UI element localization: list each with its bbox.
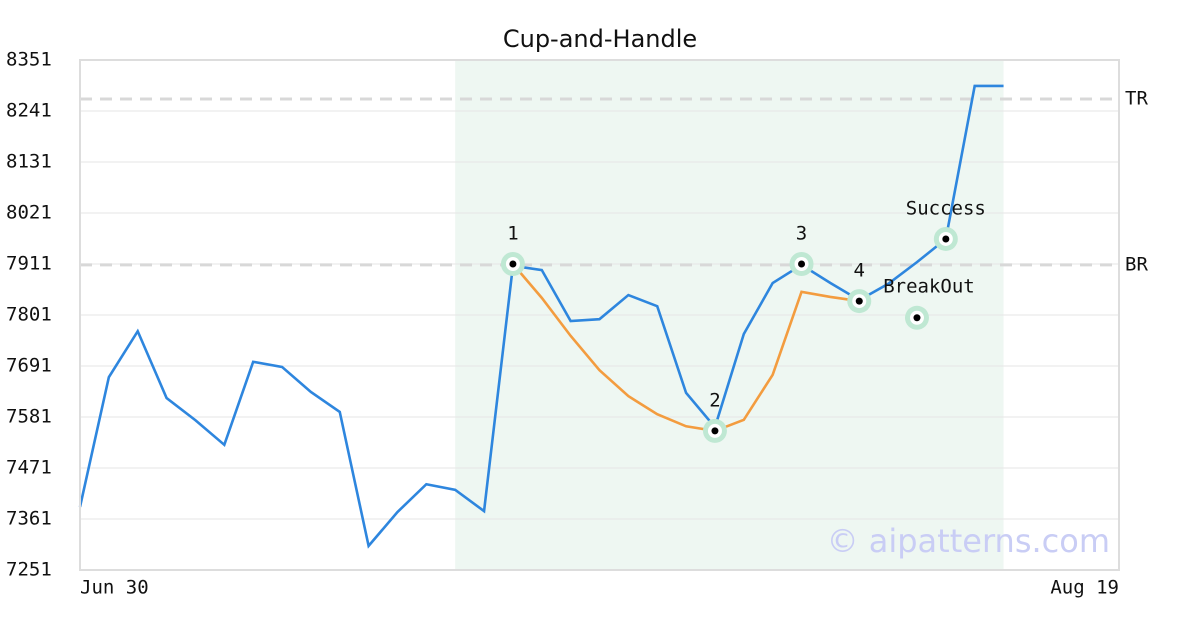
plot-frame xyxy=(79,59,1120,571)
marker-dot xyxy=(509,260,517,268)
chart-title: Cup-and-Handle xyxy=(503,25,697,53)
marker-dot xyxy=(913,314,921,322)
marker-dot xyxy=(855,297,863,305)
y-tick-label: 7691 xyxy=(6,355,52,377)
marker-label: 3 xyxy=(796,223,807,245)
y-tick-label: 8351 xyxy=(6,49,52,71)
marker-label: 4 xyxy=(854,260,865,282)
y-tick-label: 7361 xyxy=(6,508,52,530)
level-label: BR xyxy=(1125,253,1148,275)
watermark: © aipatterns.com xyxy=(827,522,1110,560)
marker-label: BreakOut xyxy=(883,275,975,297)
y-tick-label: 8131 xyxy=(6,151,52,173)
marker-dot xyxy=(711,427,719,435)
marker-dot xyxy=(798,260,806,268)
x-tick-label: Aug 19 xyxy=(1050,577,1119,599)
x-tick-label: Jun 30 xyxy=(80,577,149,599)
y-tick-label: 7251 xyxy=(6,559,52,581)
y-tick-label: 7911 xyxy=(6,253,52,275)
marker-dot xyxy=(942,235,950,243)
marker-label: Success xyxy=(906,197,986,219)
marker-label: 2 xyxy=(709,389,720,411)
y-tick-label: 8021 xyxy=(6,202,52,224)
y-tick-label: 8241 xyxy=(6,100,52,122)
y-tick-label: 7801 xyxy=(6,304,52,326)
marker-label: 1 xyxy=(507,223,518,245)
y-tick-label: 7471 xyxy=(6,457,52,479)
y-tick-label: 7581 xyxy=(6,406,52,428)
level-label: TR xyxy=(1125,87,1148,109)
series-line xyxy=(511,263,860,433)
